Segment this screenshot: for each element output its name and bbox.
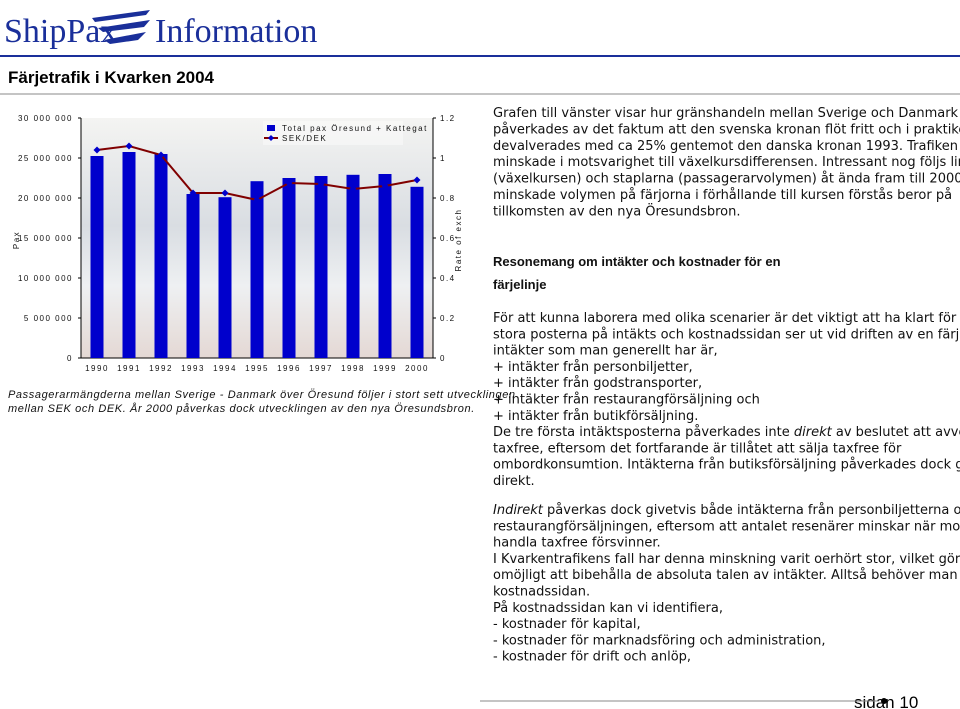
y-tick-label: 5 000 000 bbox=[24, 314, 73, 323]
text-line: För att kunna laborera med olika scenari… bbox=[493, 311, 960, 326]
x-tick-label: 1992 bbox=[149, 364, 173, 373]
marker bbox=[221, 189, 229, 197]
text-line: tillkomsten av den nya Öresundsbron. bbox=[493, 202, 741, 219]
legend-label: Total pax Öresund + Kattegat bbox=[282, 124, 428, 133]
y2-tick-label: 1.2 bbox=[440, 114, 456, 123]
text-line: Indirekt påverkas dock givetvis både int… bbox=[493, 503, 960, 518]
text-line: påverkades av det faktum att den svenska… bbox=[493, 122, 960, 137]
text-line: + intäkter från godstransporter, bbox=[493, 376, 702, 391]
marker bbox=[125, 142, 133, 150]
bar bbox=[346, 174, 360, 358]
marker bbox=[349, 185, 357, 193]
marker bbox=[285, 179, 293, 187]
marker bbox=[413, 176, 421, 184]
text-line: färjelinje bbox=[493, 277, 546, 292]
text-line: stora posterna på intäkts och kostnadssi… bbox=[493, 327, 960, 342]
x-tick-label: 1998 bbox=[341, 364, 365, 373]
bar bbox=[90, 156, 104, 358]
y2-tick-label: 0.8 bbox=[440, 194, 456, 203]
y2-tick-label: 0.6 bbox=[440, 234, 456, 243]
text-line: I Kvarkentrafikens fall har denna minskn… bbox=[493, 552, 960, 567]
legend-label: SEK/DEK bbox=[282, 134, 327, 143]
x-tick-label: 1995 bbox=[245, 364, 269, 373]
y2-tick-label: 0.2 bbox=[440, 314, 456, 323]
footer-bullet bbox=[881, 698, 887, 704]
legend-marker bbox=[268, 135, 274, 141]
marker bbox=[93, 146, 101, 154]
section-title: Information bbox=[155, 13, 317, 50]
marker bbox=[189, 189, 197, 197]
text-line: (växelkursen) och staplarna (passagerarv… bbox=[493, 172, 960, 187]
text-segment: av beslutet att avveckla bbox=[832, 425, 960, 440]
text-line: Grafen till vänster visar hur gränshande… bbox=[493, 106, 959, 121]
text-line: + intäkter från personbiljetter, bbox=[493, 360, 693, 375]
bar bbox=[410, 186, 424, 358]
text-line: ombordkonsumtion. Intäkterna från butiks… bbox=[493, 458, 960, 473]
x-tick-label: 1999 bbox=[373, 364, 397, 373]
bar bbox=[218, 197, 232, 358]
text-segment: De tre första intäktsposterna påverkades… bbox=[493, 425, 794, 440]
text-line: direkt. bbox=[493, 474, 535, 489]
page-title: Färjetrafik i Kvarken 2004 bbox=[8, 68, 215, 87]
x-tick-label: 1990 bbox=[85, 364, 109, 373]
text-line: omöjligt att bibehålla de absoluta talen… bbox=[493, 568, 960, 583]
x-tick-label: 2000 bbox=[405, 364, 429, 373]
italic-text: direkt bbox=[794, 425, 833, 440]
y-axis-label: Pax bbox=[12, 231, 21, 249]
y-tick-label: 20 000 000 bbox=[18, 194, 73, 203]
marker bbox=[317, 180, 325, 188]
text-line: kostnadssidan. bbox=[493, 585, 590, 600]
bar bbox=[282, 178, 296, 358]
y-tick-label: 30 000 000 bbox=[18, 114, 73, 123]
text-line: Resonemang om intäkter och kostnader för… bbox=[493, 254, 781, 269]
legend-swatch bbox=[267, 125, 275, 131]
italic-text: Indirekt bbox=[493, 503, 544, 518]
text-line: intäkter som man generellt har är, bbox=[493, 344, 718, 359]
bar bbox=[314, 176, 328, 358]
bar bbox=[186, 194, 200, 358]
text-line: minskade volymen på färjorna i förhållan… bbox=[493, 188, 952, 203]
y-tick-label: 0 bbox=[67, 354, 73, 363]
legend-box bbox=[263, 121, 403, 145]
bar bbox=[250, 181, 264, 358]
text-line: De tre första intäktsposterna påverkades… bbox=[493, 425, 960, 440]
text-line: taxfree, eftersom det fortfarande är til… bbox=[493, 441, 902, 456]
y2-axis-label: Rate of exch bbox=[454, 209, 463, 272]
text-line: - kostnader för drift och anlöp, bbox=[493, 650, 691, 665]
x-tick-label: 1996 bbox=[277, 364, 301, 373]
x-tick-label: 1991 bbox=[117, 364, 141, 373]
x-tick-label: 1997 bbox=[309, 364, 333, 373]
y2-tick-label: 0.4 bbox=[440, 274, 456, 283]
text-line: mellan SEK och DEK. År 2000 påverkas doc… bbox=[8, 402, 475, 415]
bar bbox=[122, 152, 136, 358]
text-line: + intäkter från restaurangförsäljning oc… bbox=[493, 393, 760, 408]
bar bbox=[154, 154, 168, 358]
text-line: devalverades med ca 25% gentemot den dan… bbox=[493, 139, 958, 154]
y-tick-label: 15 000 000 bbox=[18, 234, 73, 243]
text-line: minskade i motsvarighet till växelkursdi… bbox=[493, 155, 960, 170]
marker bbox=[157, 151, 165, 159]
y-tick-label: 25 000 000 bbox=[18, 154, 73, 163]
text-line: handla taxfree försvinner. bbox=[493, 536, 661, 551]
x-tick-label: 1994 bbox=[213, 364, 237, 373]
marker bbox=[381, 182, 389, 190]
text-line: På kostnadssidan kan vi identifiera, bbox=[493, 601, 723, 616]
text-line: - kostnader för kapital, bbox=[493, 617, 641, 632]
bar bbox=[378, 174, 392, 358]
x-tick-label: 1993 bbox=[181, 364, 205, 373]
text-line: Passagerarmängderna mellan Sverige - Dan… bbox=[8, 389, 516, 401]
text-segment: påverkas dock givetvis både intäkterna f… bbox=[543, 503, 960, 518]
y-tick-label: 10 000 000 bbox=[18, 274, 73, 283]
logo bbox=[92, 10, 150, 44]
marker bbox=[253, 196, 261, 204]
chart: 0 5 000 000 10 000 000 15 000 000 20 000 000… bbox=[12, 114, 463, 373]
y2-tick-label: 1 bbox=[440, 154, 446, 163]
text-line: - kostnader för marknadsföring och admin… bbox=[493, 633, 826, 648]
y2-tick-label: 0 bbox=[440, 354, 446, 363]
text-line: restaurangförsäljningen, eftersom att an… bbox=[493, 519, 960, 534]
text-line: + intäkter från butikförsäljning. bbox=[493, 409, 698, 424]
